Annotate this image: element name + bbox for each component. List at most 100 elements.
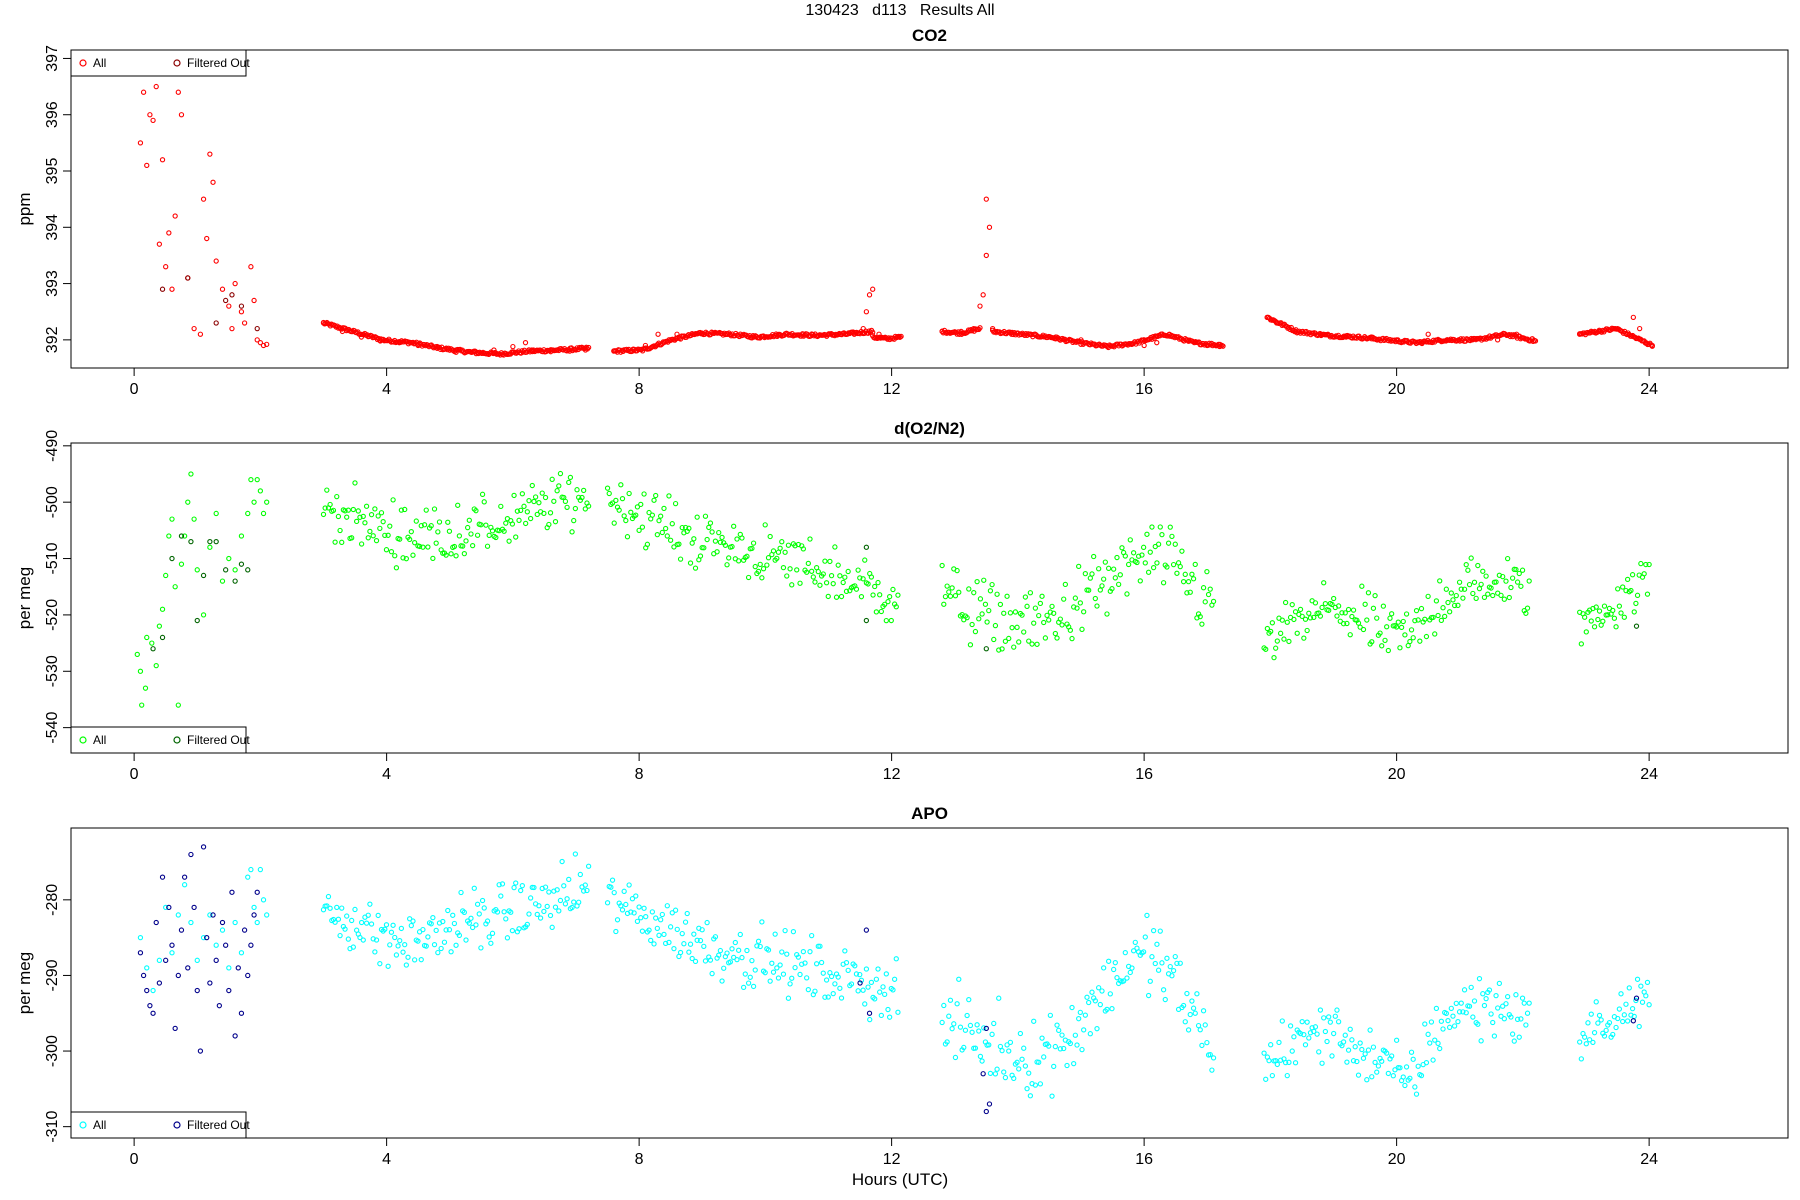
data-point-all <box>764 562 770 568</box>
data-point-all <box>716 952 722 958</box>
data-point-all <box>1117 572 1123 578</box>
data-point-all <box>1453 592 1459 599</box>
data-point-all <box>1480 991 1486 997</box>
data-point-all <box>966 997 972 1003</box>
data-point-all <box>1277 630 1284 636</box>
data-point-all <box>1057 1046 1064 1052</box>
data-point-all <box>1385 1070 1391 1077</box>
x-tick-label: 16 <box>1135 766 1153 783</box>
data-point-all <box>567 474 574 481</box>
data-point-all <box>886 593 893 600</box>
data-point-all <box>571 899 577 905</box>
data-point-all <box>147 112 153 118</box>
data-point-all <box>1418 1072 1425 1079</box>
data-point-all <box>342 508 348 514</box>
data-point-all <box>1301 1031 1307 1038</box>
data-point-all <box>358 334 365 340</box>
data-point-all <box>377 961 383 967</box>
data-point-all <box>812 988 818 994</box>
data-point-all <box>1389 1053 1395 1059</box>
data-point-all <box>875 966 881 972</box>
data-point-all <box>1092 998 1098 1004</box>
data-point-all <box>852 963 858 969</box>
data-point-all <box>527 515 534 522</box>
data-point-all <box>342 926 348 932</box>
data-point-all <box>468 915 474 921</box>
data-point-all <box>941 601 947 607</box>
data-point-all <box>1082 571 1088 577</box>
data-point-all <box>207 151 213 157</box>
data-point-all <box>687 941 694 947</box>
data-point-all <box>370 533 376 539</box>
data-point-all <box>1463 562 1469 568</box>
data-point-all <box>1204 568 1210 575</box>
data-point-all <box>1311 614 1317 621</box>
data-point-all <box>1397 645 1403 651</box>
data-point-all <box>584 887 590 894</box>
data-point-all <box>501 909 507 915</box>
data-point-all <box>876 331 882 337</box>
data-point-all <box>572 851 579 857</box>
data-point-all <box>1488 1011 1494 1017</box>
data-point-all <box>1268 1042 1274 1048</box>
data-point-all <box>1471 579 1478 585</box>
data-point-all <box>979 1058 985 1064</box>
data-point-all <box>1264 625 1271 632</box>
data-point-all <box>1299 1018 1305 1025</box>
x-tick-label: 20 <box>1388 381 1406 398</box>
data-point-all <box>430 914 436 921</box>
data-point-all <box>1051 1063 1057 1070</box>
data-point-all <box>1598 1017 1604 1023</box>
data-point-all <box>1170 561 1177 568</box>
data-point-all <box>445 907 451 914</box>
data-point-all <box>1004 1042 1010 1048</box>
data-point-all <box>557 470 564 477</box>
data-point-all <box>1006 1048 1012 1054</box>
data-point-all <box>496 882 502 888</box>
data-point-all <box>264 499 270 505</box>
data-point-all <box>702 958 709 964</box>
data-point-all <box>1514 1016 1521 1022</box>
data-point-all <box>197 331 204 337</box>
data-point-all <box>524 509 530 515</box>
data-point-all <box>1440 1026 1446 1032</box>
data-point-all <box>1466 1003 1473 1009</box>
data-point-all <box>1286 1059 1292 1065</box>
data-point-all <box>1349 613 1355 620</box>
data-point-all <box>661 505 667 512</box>
data-point-all <box>1279 617 1285 623</box>
data-point-all <box>468 531 474 537</box>
data-point-all <box>339 539 345 545</box>
data-point-all <box>1054 635 1060 641</box>
data-point-all <box>1087 575 1093 581</box>
data-point-all <box>1618 991 1624 997</box>
data-point-all <box>1067 627 1074 633</box>
data-point-all <box>1495 1005 1501 1011</box>
data-point-all <box>443 552 449 558</box>
data-point-all <box>163 904 169 911</box>
data-point-all <box>229 325 235 332</box>
data-point-all <box>1266 1058 1272 1064</box>
data-point-all <box>682 919 689 925</box>
data-point-all <box>1182 1019 1188 1025</box>
data-point-all <box>865 984 871 990</box>
data-point-all <box>514 508 521 514</box>
data-point-all <box>408 922 414 929</box>
data-point-all <box>579 494 585 501</box>
data-point-all <box>895 592 901 598</box>
data-point-all <box>1049 1093 1055 1099</box>
data-point-all <box>156 241 163 247</box>
data-point-all <box>1470 1014 1476 1020</box>
data-point-all <box>577 871 583 878</box>
data-point-all <box>1470 590 1476 597</box>
data-point-all <box>1410 635 1416 641</box>
data-point-all <box>435 949 441 956</box>
data-point-all <box>1263 1076 1269 1082</box>
data-point-all <box>837 573 843 579</box>
data-point-all <box>1071 1060 1077 1067</box>
data-point-all <box>1447 1024 1453 1030</box>
data-point-all <box>175 702 181 708</box>
data-point-all <box>1024 603 1030 609</box>
data-point-all <box>358 919 365 926</box>
